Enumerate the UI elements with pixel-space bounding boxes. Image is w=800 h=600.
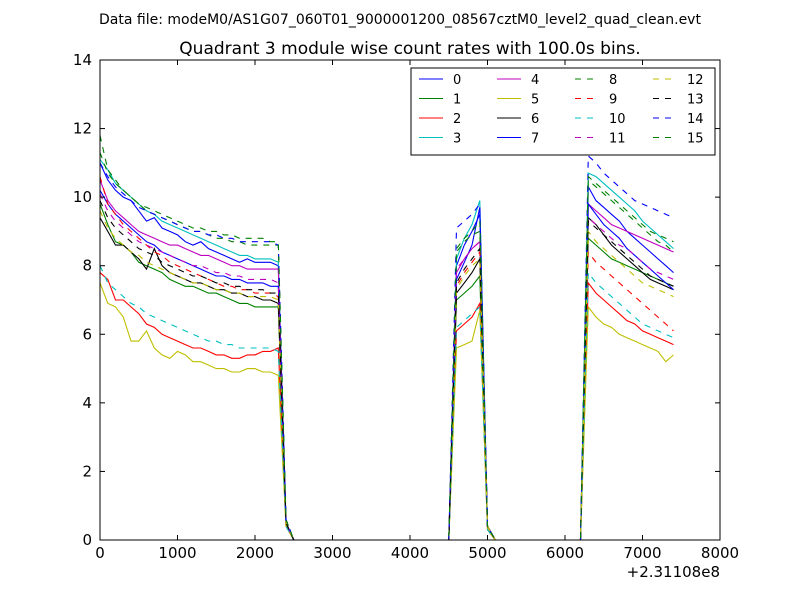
legend-entry-14: 14: [653, 112, 704, 127]
data-file-header: Data file: modeM0/AS1G07_060T01_90000012…: [99, 12, 701, 28]
legend-label: 3: [453, 132, 461, 147]
legend-entry-3: 3: [419, 132, 461, 147]
legend-entry-10: 10: [575, 112, 626, 127]
chart-title: Quadrant 3 module wise count rates with …: [179, 39, 640, 59]
y-tick-label: 2: [82, 462, 92, 480]
legend-entry-7: 7: [497, 132, 539, 147]
legend-entry-15: 15: [653, 132, 704, 147]
legend-label: 14: [687, 112, 704, 127]
x-tick-label: 6000: [546, 544, 584, 562]
legend-entry-9: 9: [575, 93, 617, 108]
legend-label: 2: [453, 112, 461, 127]
series-line-12: [100, 210, 674, 540]
legend-entry-1: 1: [419, 93, 461, 108]
legend-entry-6: 6: [497, 112, 539, 127]
legend-label: 12: [687, 73, 704, 88]
x-tick-label: 8000: [701, 544, 739, 562]
legend-entry-2: 2: [419, 112, 461, 127]
legend-label: 8: [609, 73, 617, 88]
legend-label: 1: [453, 93, 461, 108]
legend-label: 4: [531, 73, 539, 88]
series-line-4: [100, 179, 674, 540]
legend-entry-5: 5: [497, 93, 539, 108]
y-tick-label: 12: [73, 120, 92, 138]
legend-entry-8: 8: [575, 73, 617, 88]
legend-label: 11: [609, 132, 626, 147]
series-line-0: [100, 162, 674, 540]
y-tick-label: 8: [82, 257, 92, 275]
series-line-7: [100, 190, 674, 540]
axes-layer: 0 1000 2000 3000 4000 5000 6000 7000 80000246810…: [73, 51, 739, 562]
series-line-1: [100, 203, 674, 540]
x-tick-label: 1000: [158, 544, 196, 562]
series-line-2: [100, 272, 674, 540]
series-line-10: [100, 265, 674, 540]
legend-label: 5: [531, 93, 539, 108]
legend-label: 15: [687, 132, 704, 147]
x-tick-label: 2000: [236, 544, 274, 562]
legend-label: 7: [531, 132, 539, 147]
legend-entry-4: 4: [497, 73, 539, 88]
x-tick-label: 4000: [391, 544, 429, 562]
x-tick-label: 5000: [468, 544, 506, 562]
y-tick-label: 4: [82, 394, 92, 412]
y-tick-label: 0: [82, 531, 92, 549]
legend-label: 9: [609, 93, 617, 108]
x-tick-label: 0: [95, 544, 105, 562]
x-tick-label: 3000: [313, 544, 351, 562]
legend-entry-11: 11: [575, 132, 626, 147]
legend-entry-13: 13: [653, 93, 704, 108]
series-line-11: [100, 193, 674, 540]
series-line-14: [100, 154, 674, 540]
x-offset-label: +2.31108e8: [627, 563, 720, 581]
legend-entry-0: 0: [419, 73, 461, 88]
y-tick-label: 6: [82, 325, 92, 343]
legend-label: 0: [453, 73, 461, 88]
legend-entry-12: 12: [653, 73, 704, 88]
legend-label: 10: [609, 112, 626, 127]
y-tick-label: 10: [73, 188, 92, 206]
series-line-3: [100, 159, 674, 540]
legend-frame: [410, 67, 716, 156]
series-line-5: [100, 282, 674, 540]
y-tick-label: 14: [73, 51, 92, 69]
legend-label: 13: [687, 93, 704, 108]
x-tick-label: 7000: [623, 544, 661, 562]
legend-label: 6: [531, 112, 539, 127]
series-layer: [100, 135, 674, 540]
